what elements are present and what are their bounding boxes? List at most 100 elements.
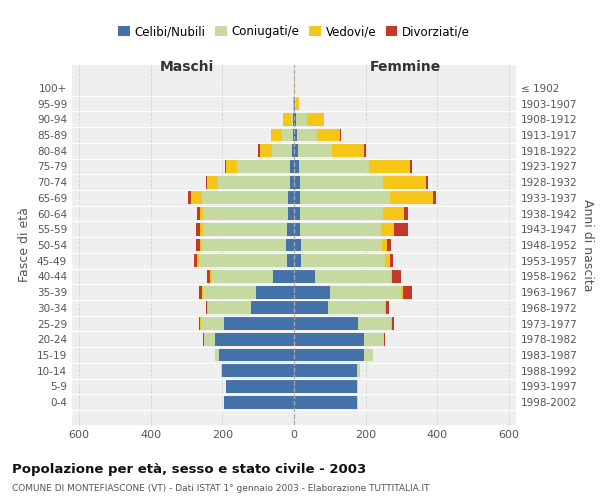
Bar	[272, 144, 292, 157]
Bar	[294, 207, 301, 220]
Bar	[369, 160, 410, 173]
Bar	[199, 286, 202, 298]
Bar	[385, 254, 389, 267]
Bar	[256, 286, 294, 298]
Bar	[224, 396, 294, 408]
Bar	[294, 333, 364, 346]
Bar	[328, 302, 385, 314]
Bar	[294, 238, 301, 252]
Bar	[223, 364, 294, 377]
Bar	[287, 223, 294, 235]
Bar	[224, 160, 226, 173]
Text: Popolazione per età, sesso e stato civile - 2003: Popolazione per età, sesso e stato civil…	[12, 462, 366, 475]
Bar	[294, 144, 298, 157]
Bar	[294, 380, 356, 393]
Bar	[301, 223, 381, 235]
Y-axis label: Anni di nascita: Anni di nascita	[581, 198, 594, 291]
Bar	[301, 176, 383, 188]
Bar	[290, 160, 294, 173]
Bar	[286, 238, 294, 252]
Bar	[294, 286, 330, 298]
Bar	[203, 333, 204, 346]
Bar	[330, 286, 401, 298]
Bar	[258, 144, 260, 157]
Bar	[296, 97, 299, 110]
Bar	[203, 286, 256, 298]
Bar	[317, 128, 340, 141]
Bar	[208, 176, 218, 188]
Bar	[364, 348, 373, 362]
Bar	[294, 270, 316, 283]
Bar	[386, 302, 389, 314]
Bar	[294, 348, 364, 362]
Bar	[301, 238, 382, 252]
Bar	[196, 223, 200, 235]
Bar	[356, 364, 360, 377]
Bar	[382, 238, 387, 252]
Bar	[383, 207, 404, 220]
Bar	[208, 302, 251, 314]
Bar	[387, 238, 391, 252]
Bar	[226, 380, 294, 393]
Bar	[221, 364, 223, 377]
Bar	[292, 113, 293, 126]
Bar	[294, 97, 295, 110]
Bar	[294, 364, 356, 377]
Bar	[301, 254, 385, 267]
Bar	[197, 254, 199, 267]
Bar	[394, 223, 408, 235]
Bar	[287, 207, 294, 220]
Bar	[297, 128, 317, 141]
Bar	[200, 223, 203, 235]
Bar	[294, 302, 328, 314]
Bar	[205, 333, 215, 346]
Bar	[226, 160, 237, 173]
Bar	[364, 333, 383, 346]
Bar	[202, 192, 287, 204]
Bar	[215, 333, 294, 346]
Bar	[202, 286, 203, 298]
Bar	[301, 192, 390, 204]
Bar	[294, 160, 299, 173]
Bar	[287, 254, 294, 267]
Text: Maschi: Maschi	[160, 60, 214, 74]
Bar	[260, 144, 272, 157]
Bar	[299, 160, 369, 173]
Bar	[287, 192, 294, 204]
Bar	[294, 128, 297, 141]
Bar	[206, 176, 208, 188]
Bar	[196, 238, 200, 252]
Bar	[385, 302, 386, 314]
Bar	[282, 128, 293, 141]
Bar	[292, 144, 294, 157]
Bar	[203, 223, 287, 235]
Bar	[390, 192, 433, 204]
Bar	[294, 82, 295, 94]
Bar	[200, 207, 203, 220]
Bar	[381, 223, 394, 235]
Bar	[188, 192, 191, 204]
Bar	[237, 160, 290, 173]
Bar	[202, 238, 286, 252]
Bar	[293, 128, 294, 141]
Bar	[215, 348, 219, 362]
Bar	[200, 238, 202, 252]
Bar	[200, 317, 201, 330]
Bar	[392, 317, 394, 330]
Bar	[433, 192, 436, 204]
Bar	[316, 270, 391, 283]
Bar	[204, 333, 205, 346]
Bar	[207, 270, 210, 283]
Bar	[199, 317, 200, 330]
Bar	[391, 317, 392, 330]
Bar	[403, 286, 412, 298]
Bar	[340, 128, 341, 141]
Bar	[364, 144, 365, 157]
Bar	[332, 144, 364, 157]
Bar	[401, 286, 403, 298]
Bar	[199, 254, 287, 267]
Bar	[404, 207, 408, 220]
Bar	[391, 270, 392, 283]
Bar	[410, 160, 412, 173]
Bar	[383, 176, 426, 188]
